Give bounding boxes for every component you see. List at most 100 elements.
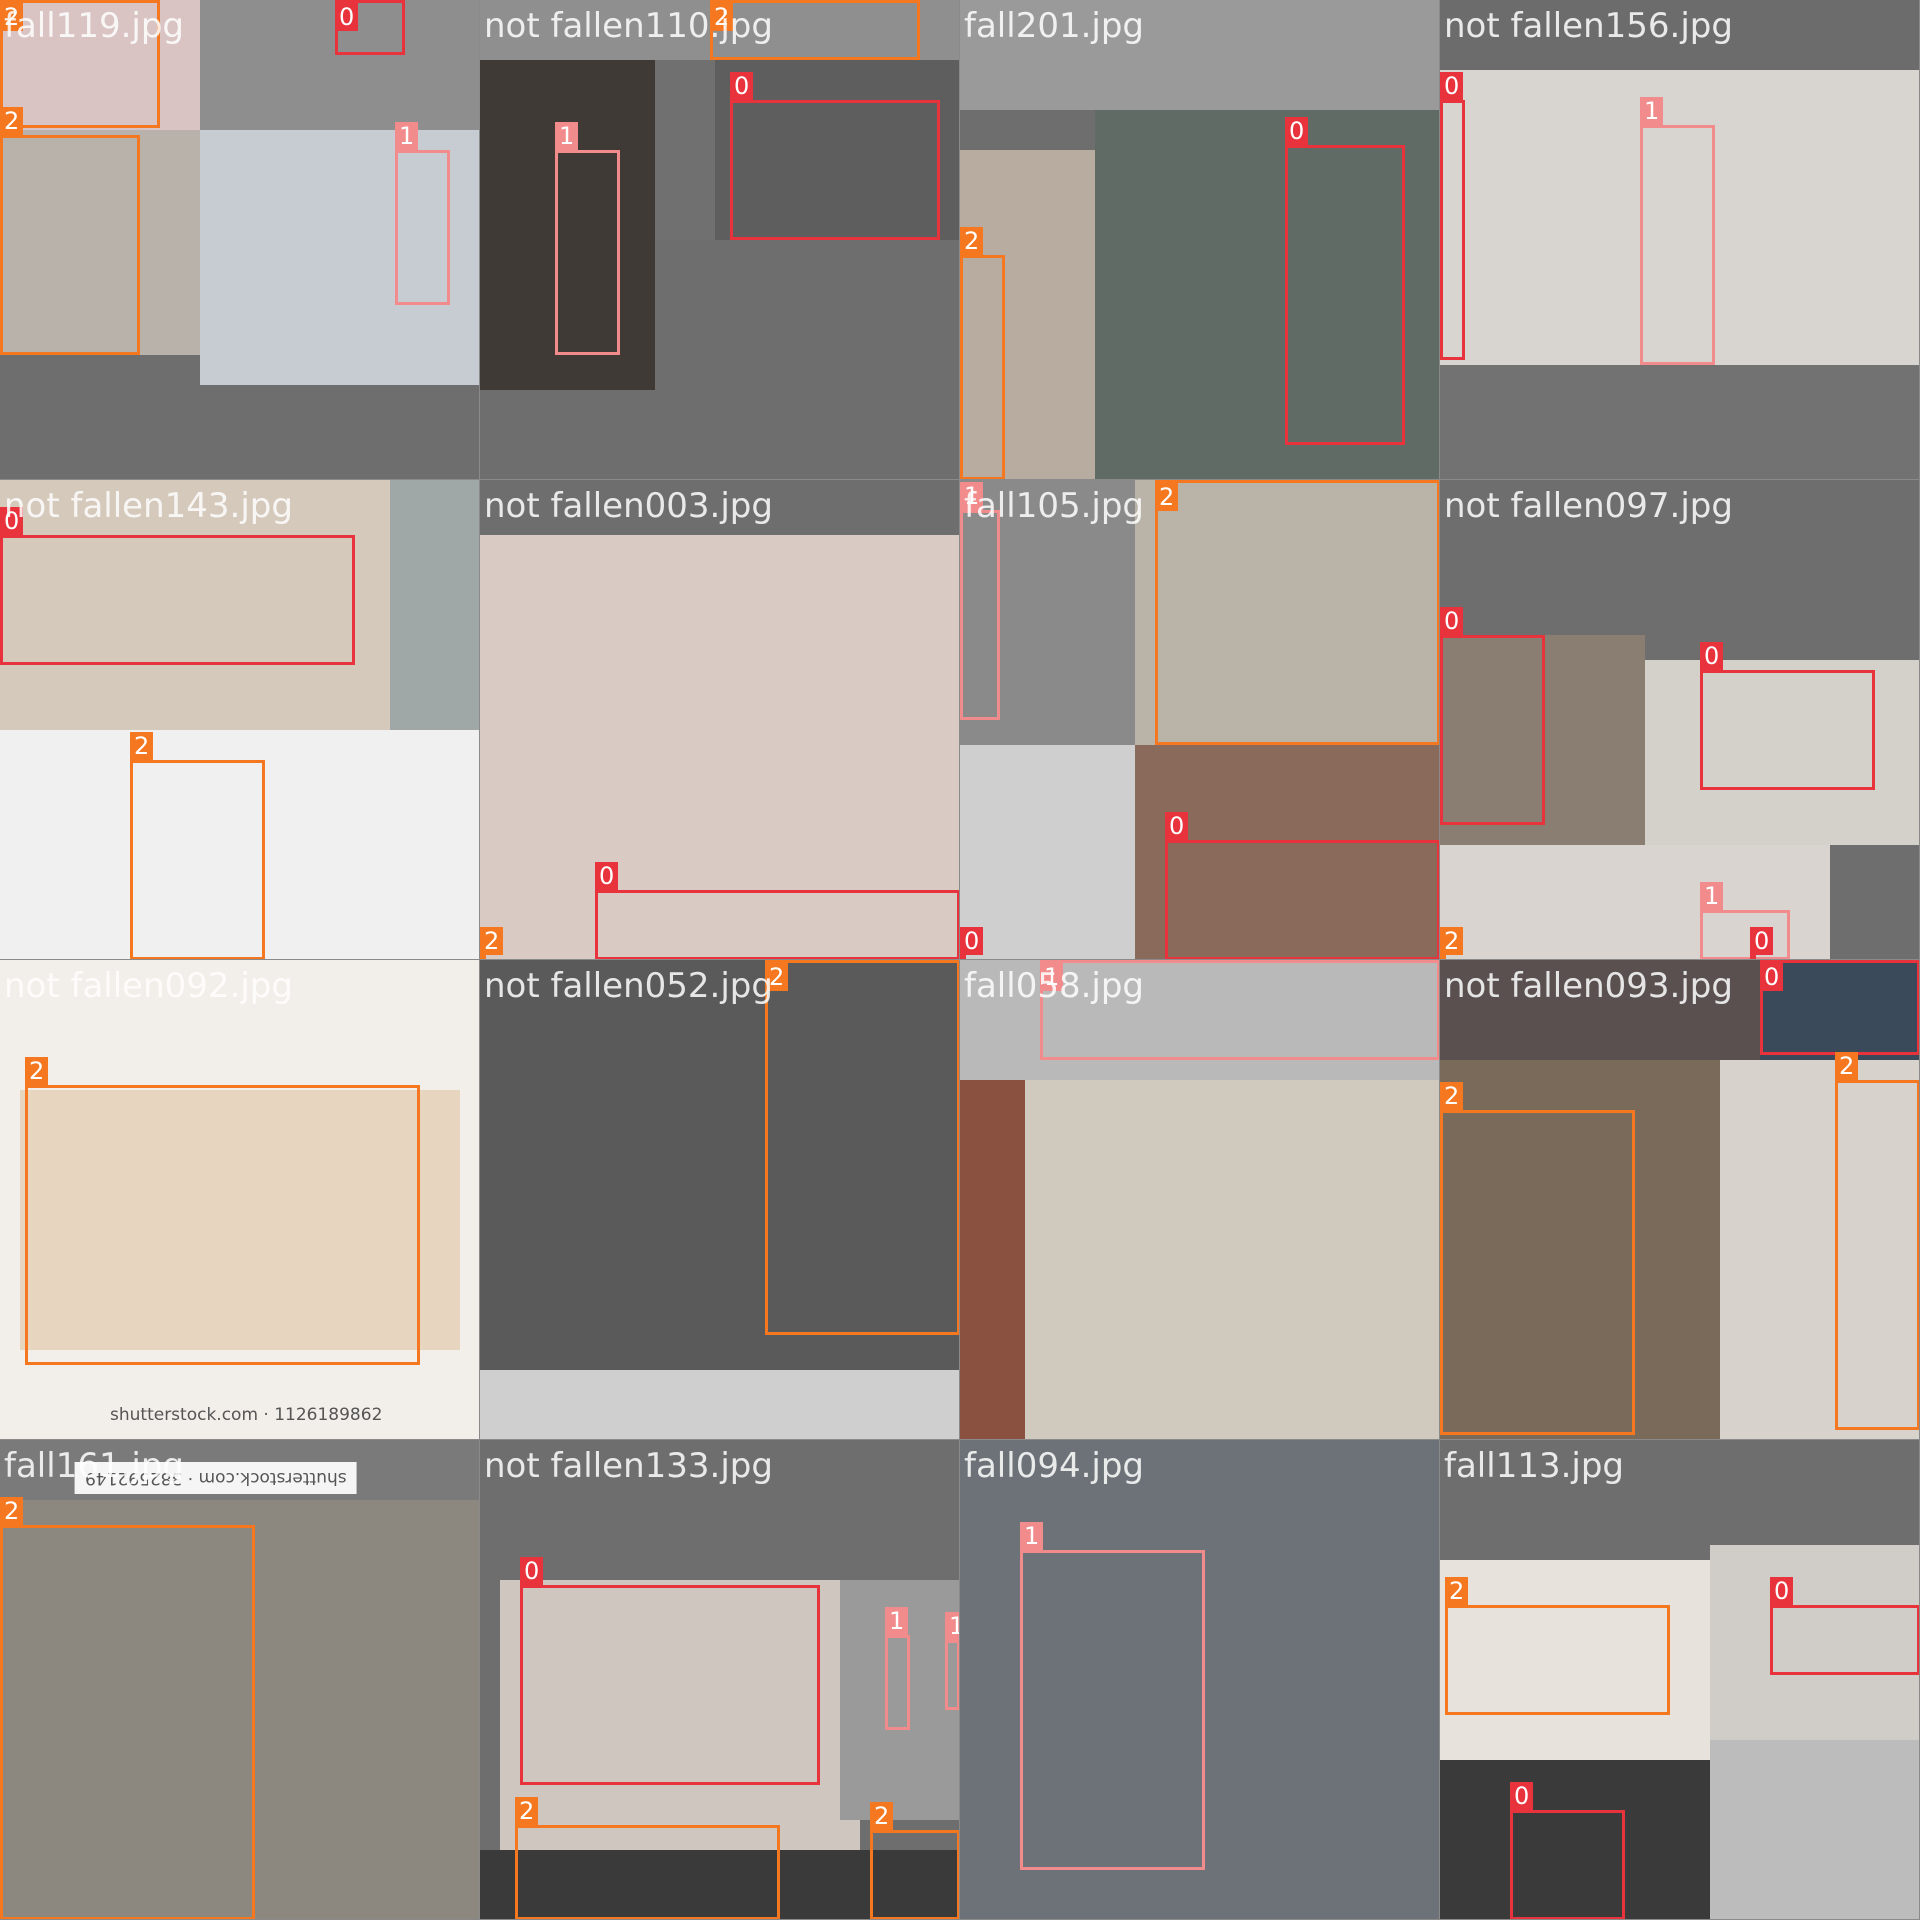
image-patch bbox=[0, 130, 200, 355]
mosaic-tile: 0 1 not fallen156.jpg bbox=[1440, 0, 1920, 480]
image-patch bbox=[1440, 1560, 1710, 1760]
class-label: 0 bbox=[1750, 927, 1774, 955]
mosaic-tile: 2 shutterstock.com · 382592149 fall161.jpg bbox=[0, 1440, 480, 1920]
class-label: 0 bbox=[1440, 607, 1464, 635]
image-patch bbox=[960, 480, 1135, 750]
detection-box: 0 bbox=[1510, 1782, 1625, 1919]
mosaic-tile: 0 2 2 not fallen093.jpg bbox=[1440, 960, 1920, 1440]
detection-box: 2 bbox=[765, 960, 959, 1335]
class-label: 0 bbox=[1760, 963, 1784, 991]
image-patch bbox=[1440, 365, 1919, 479]
image-patch bbox=[1440, 480, 1919, 635]
detection-box: 1 bbox=[1700, 882, 1790, 959]
class-label: 2 bbox=[25, 1057, 49, 1085]
detection-box: 2 bbox=[1155, 480, 1439, 745]
image-patch bbox=[1440, 1060, 1720, 1439]
tile-filename: not fallen133.jpg bbox=[484, 1446, 773, 1486]
detection-box: 1 bbox=[1020, 1522, 1205, 1870]
detection-box: 1 bbox=[395, 122, 450, 305]
mosaic-tile: 0 2 not fallen143.jpg bbox=[0, 480, 480, 960]
mosaic-tile: 2 shutterstock.com · 1126189862 not fallen… bbox=[0, 960, 480, 1440]
class-label: 0 bbox=[960, 927, 984, 955]
class-label: 0 bbox=[730, 72, 754, 100]
detection-box: 1 bbox=[960, 482, 1000, 720]
image-patch bbox=[0, 0, 200, 130]
tile-filename: not fallen003.jpg bbox=[484, 486, 773, 526]
tile-filename: not fallen156.jpg bbox=[1444, 6, 1733, 46]
image-patch bbox=[480, 535, 959, 959]
image-patch bbox=[1025, 1080, 1439, 1439]
class-label: 2 bbox=[710, 3, 734, 31]
detection-box: 0 bbox=[1165, 812, 1439, 959]
tile-filename: not fallen097.jpg bbox=[1444, 486, 1733, 526]
image-patch bbox=[1440, 960, 1760, 1060]
image-patch bbox=[200, 130, 479, 385]
image-patch bbox=[960, 150, 1095, 479]
image-patch bbox=[390, 480, 479, 730]
class-label: 0 bbox=[1285, 117, 1309, 145]
detection-box: 1 bbox=[1640, 97, 1715, 365]
tile-filename: fall058.jpg bbox=[964, 966, 1145, 1006]
tile-filename: fall119.jpg bbox=[4, 6, 185, 46]
detection-box: 2 bbox=[480, 927, 504, 959]
detection-box: 0 bbox=[1440, 72, 1465, 360]
mosaic-tile: 0 2 fall201.jpg bbox=[960, 0, 1440, 480]
mosaic-tile: 2 0 0 fall113.jpg bbox=[1440, 1440, 1920, 1920]
detection-box: 0 bbox=[1440, 607, 1545, 825]
image-patch bbox=[960, 745, 1135, 959]
detection-box: 0 bbox=[1770, 1577, 1919, 1675]
image-patch bbox=[0, 355, 200, 479]
detection-box: 2 bbox=[25, 1057, 420, 1365]
image-patch bbox=[0, 730, 479, 959]
class-label: 0 bbox=[1700, 642, 1724, 670]
detection-box: 0 bbox=[1760, 960, 1919, 1055]
detection-box: 2 bbox=[1440, 1082, 1635, 1435]
image-patch bbox=[960, 960, 1439, 1080]
mosaic-tile: 1 fall094.jpg bbox=[960, 1440, 1440, 1920]
class-label: 2 bbox=[0, 1497, 24, 1525]
detection-box: 0 bbox=[1750, 927, 1774, 959]
class-label: 1 bbox=[960, 482, 984, 510]
image-patch bbox=[960, 1080, 1025, 1439]
image-patch bbox=[1760, 960, 1919, 1060]
image-patch bbox=[480, 960, 959, 1370]
class-label: 2 bbox=[0, 3, 24, 31]
class-label: 1 bbox=[945, 1612, 959, 1640]
mosaic-tile: 2 0 2 1 fall119.jpg bbox=[0, 0, 480, 480]
class-label: 2 bbox=[765, 963, 789, 991]
image-patch bbox=[1095, 110, 1439, 479]
class-label: 2 bbox=[1445, 1577, 1469, 1605]
mosaic-tile: 2 0 1 not fallen110.jpg bbox=[480, 0, 960, 480]
detection-box: 2 bbox=[1440, 927, 1464, 959]
class-label: 0 bbox=[1510, 1782, 1534, 1810]
image-patch bbox=[1440, 1760, 1710, 1919]
detection-box: 2 bbox=[710, 0, 920, 60]
class-label: 2 bbox=[870, 1802, 894, 1830]
class-label: 1 bbox=[1040, 963, 1064, 991]
image-patch bbox=[1135, 480, 1439, 745]
detection-box: 1 bbox=[1040, 960, 1439, 1060]
image-patch bbox=[0, 1500, 479, 1919]
mosaic-tile: 1 fall058.jpg bbox=[960, 960, 1440, 1440]
image-patch bbox=[500, 1580, 860, 1850]
image-patch bbox=[1440, 0, 1919, 70]
image-patch bbox=[0, 480, 390, 730]
mosaic-tile: 0 1 1 2 2 not fallen133.jpg bbox=[480, 1440, 960, 1920]
class-label: 1 bbox=[555, 122, 579, 150]
mosaic-tile: 1 2 0 0 fall105.jpg bbox=[960, 480, 1440, 960]
detection-box: 0 bbox=[335, 0, 405, 55]
detection-box: 2 bbox=[1445, 1577, 1670, 1715]
detection-box: 1 bbox=[555, 122, 620, 355]
detection-box: 2 bbox=[0, 1497, 255, 1919]
image-patch bbox=[960, 1440, 1439, 1919]
class-label: 2 bbox=[1155, 483, 1179, 511]
detection-box: 0 bbox=[730, 72, 940, 240]
image-patch bbox=[480, 1370, 959, 1439]
class-label: 1 bbox=[1020, 1522, 1044, 1550]
class-label: 2 bbox=[480, 927, 504, 955]
detection-box: 2 bbox=[515, 1797, 780, 1919]
detection-box: 2 bbox=[0, 0, 160, 128]
image-patch bbox=[1710, 1740, 1919, 1919]
tile-filename: not fallen143.jpg bbox=[4, 486, 293, 526]
detection-box: 1 bbox=[945, 1612, 959, 1710]
